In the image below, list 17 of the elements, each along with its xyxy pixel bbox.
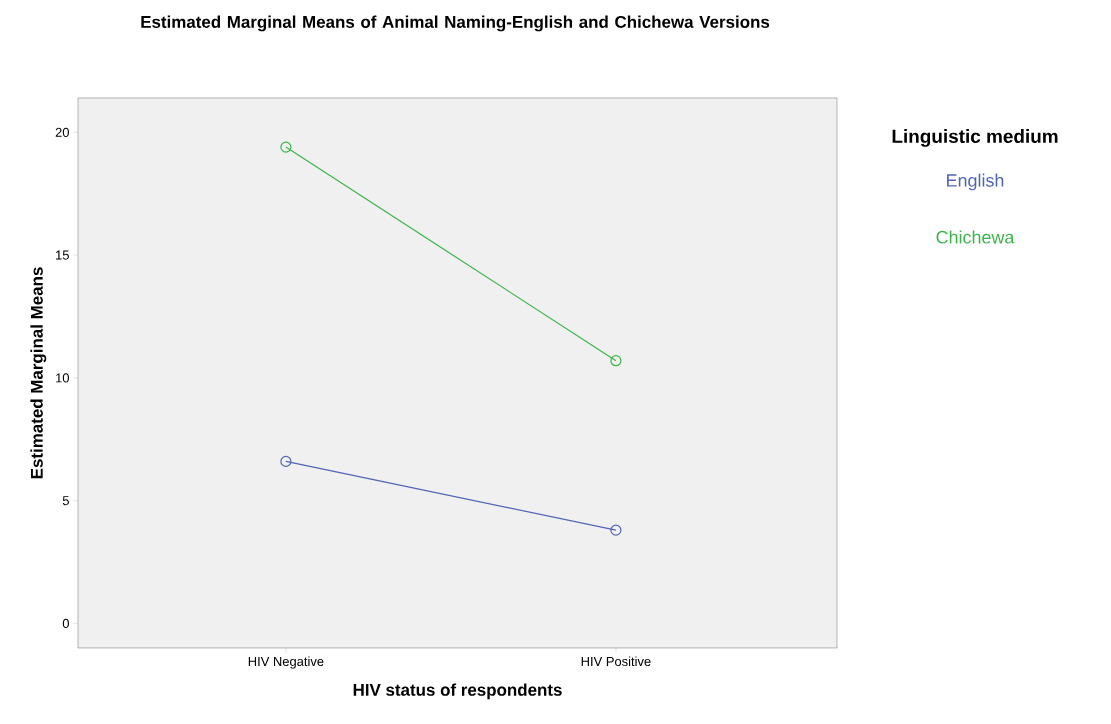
y-axis-title: Estimated Marginal Means bbox=[30, 267, 47, 479]
y-tick-label: 15 bbox=[56, 250, 69, 260]
x-tick-label: HIV Negative bbox=[248, 656, 324, 669]
chart-title: Estimated Marginal Means of Animal Naming-English and Chichewa Versions bbox=[141, 15, 770, 32]
text: English bbox=[947, 173, 1004, 191]
point bbox=[610, 355, 622, 367]
point bbox=[610, 524, 622, 536]
point bbox=[280, 455, 292, 467]
y-tick-label: 20 bbox=[55, 127, 69, 137]
y-tick-label: 0 bbox=[62, 618, 69, 629]
y-tick-label: 10 bbox=[56, 373, 69, 383]
x-tick-label: HIV Positive bbox=[581, 656, 651, 667]
y-tick-label: 5 bbox=[62, 496, 69, 506]
text: Chichewa bbox=[936, 230, 1015, 244]
x-axis-title: HIV status of respondents bbox=[353, 683, 562, 700]
point bbox=[280, 141, 292, 153]
legend-title: Linguistic medium bbox=[892, 129, 1058, 147]
